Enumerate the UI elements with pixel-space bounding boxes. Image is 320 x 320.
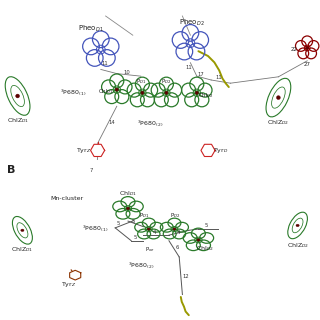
Text: 14: 14 (108, 120, 115, 125)
Text: 6: 6 (176, 245, 179, 250)
Text: Chl$_{D2}$: Chl$_{D2}$ (196, 244, 214, 253)
Circle shape (21, 229, 24, 231)
Text: $^3$P680$_{(2)}$: $^3$P680$_{(2)}$ (137, 118, 164, 128)
Text: 5: 5 (205, 223, 208, 228)
Circle shape (276, 96, 280, 100)
Text: 5: 5 (133, 235, 137, 240)
Circle shape (98, 191, 107, 199)
Text: Tyr$_Z$: Tyr$_Z$ (61, 280, 76, 289)
Text: Chl$_{D1}$: Chl$_{D1}$ (119, 189, 137, 198)
Text: Chl$_{D1}$: Chl$_{D1}$ (98, 87, 114, 96)
Text: 22: 22 (291, 47, 298, 52)
Text: ChlZ$_{D2}$: ChlZ$_{D2}$ (286, 241, 309, 250)
Text: P$_{D1}$: P$_{D1}$ (136, 77, 146, 86)
Text: Mn-cluster: Mn-cluster (51, 196, 84, 201)
Text: 11: 11 (185, 65, 192, 70)
Text: Tyr$_Z$: Tyr$_Z$ (76, 146, 91, 155)
Text: Pheo$_{D2}$: Pheo$_{D2}$ (179, 18, 205, 28)
Circle shape (306, 47, 308, 49)
Circle shape (126, 207, 130, 210)
Text: 11: 11 (216, 75, 223, 80)
Text: 4: 4 (177, 229, 180, 235)
Text: Pheo$_{D1}$: Pheo$_{D1}$ (78, 24, 104, 34)
Text: 5: 5 (117, 221, 120, 226)
Text: 4: 4 (153, 229, 156, 235)
Text: ChlZ$_{D1}$: ChlZ$_{D1}$ (6, 116, 29, 125)
Text: P$_{D1}$: P$_{D1}$ (139, 211, 149, 220)
Circle shape (173, 228, 176, 230)
Circle shape (89, 186, 97, 195)
Text: 7: 7 (90, 168, 93, 173)
Text: $^3$P680$_{(1)}$: $^3$P680$_{(1)}$ (82, 223, 108, 233)
Text: ChlZ$_{D1}$: ChlZ$_{D1}$ (11, 245, 34, 254)
Circle shape (82, 196, 91, 204)
Circle shape (296, 224, 299, 227)
Circle shape (195, 91, 198, 94)
Text: Chl$_{D2}$: Chl$_{D2}$ (198, 91, 214, 100)
Text: 5: 5 (131, 219, 134, 224)
Text: 12: 12 (182, 274, 189, 279)
Text: 10: 10 (123, 70, 130, 75)
Text: P$_{D2}$: P$_{D2}$ (170, 211, 180, 220)
Text: P$_{oe}$: P$_{oe}$ (145, 245, 156, 254)
Circle shape (148, 228, 150, 230)
Text: 11: 11 (101, 61, 108, 66)
Circle shape (141, 91, 144, 94)
Circle shape (95, 199, 103, 207)
Text: ChlZ$_{D2}$: ChlZ$_{D2}$ (267, 118, 290, 127)
Circle shape (197, 239, 200, 241)
Text: Tyr$_D$: Tyr$_D$ (213, 146, 228, 155)
Text: B: B (7, 165, 15, 175)
Circle shape (115, 88, 118, 91)
Text: $^3$P680$_{(1)}$: $^3$P680$_{(1)}$ (60, 87, 87, 97)
Circle shape (165, 91, 168, 94)
Text: P$_{D2}$: P$_{D2}$ (161, 77, 172, 86)
Text: 27: 27 (304, 62, 311, 67)
Text: 17: 17 (197, 72, 204, 77)
Circle shape (16, 94, 20, 98)
Text: $^3$P680$_{(2)}$: $^3$P680$_{(2)}$ (128, 261, 154, 270)
